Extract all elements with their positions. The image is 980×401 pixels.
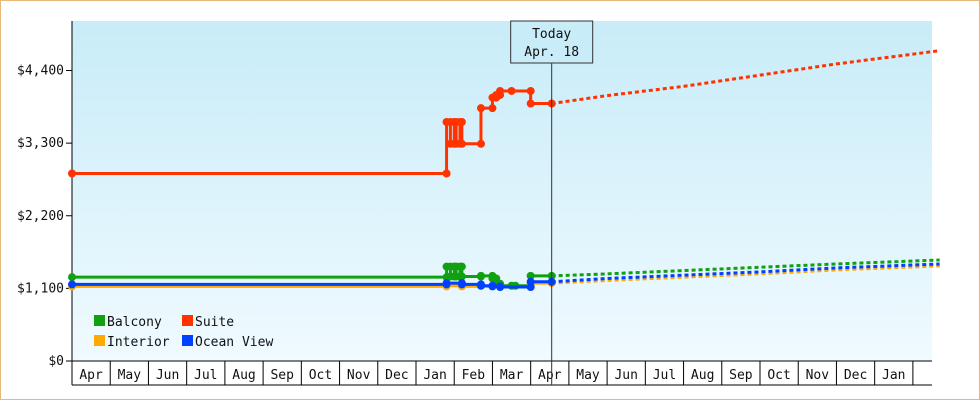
data-point: [476, 139, 485, 148]
legend-label: Interior: [107, 335, 170, 350]
forecast-line-ocean-view: [551, 262, 940, 284]
y-tick-label: $4,400: [17, 64, 64, 79]
x-tick-label: Mar: [500, 368, 524, 383]
x-tick-label: Oct: [309, 368, 332, 383]
x-tick-label: Nov: [806, 368, 830, 383]
x-tick-label: Aug: [691, 368, 714, 383]
data-point: [457, 262, 466, 271]
legend: Balcony Suite Interior Ocean View: [94, 315, 273, 350]
legend-swatch: [94, 335, 105, 346]
y-tick-label: $2,200: [17, 209, 64, 224]
data-point: [68, 169, 76, 178]
x-tick-label: Apr: [538, 368, 562, 383]
x-tick-label: Feb: [462, 368, 486, 383]
x-tick-label: Dec: [385, 368, 408, 383]
data-point: [457, 139, 466, 148]
x-tick-label: Jul: [194, 368, 217, 383]
data-point: [496, 283, 505, 292]
forecast-line-balcony: [551, 258, 940, 278]
data-point: [457, 272, 466, 281]
data-point: [476, 281, 485, 290]
data-point: [476, 271, 485, 280]
x-tick-label: Sep: [729, 368, 753, 383]
x-axis: Apr May Jun Jul Aug Sep Oct Nov Dec Jan Feb Mar Apr M…: [71, 360, 932, 386]
x-tick-label: Jun: [156, 368, 179, 383]
y-axis-ticks: $0 $1,100 $2,200 $3,300 $4,400: [17, 21, 73, 369]
y-tick-label: $0: [48, 354, 64, 369]
data-point: [526, 99, 535, 108]
plot-background: [72, 21, 932, 361]
today-date-label: Apr. 18: [524, 45, 579, 60]
x-tick-label: Apr: [79, 368, 103, 383]
legend-label: Ocean View: [195, 335, 273, 350]
data-point: [526, 86, 535, 95]
today-label: Today: [532, 27, 571, 42]
data-point: [442, 279, 451, 288]
x-tick-label: Dec: [844, 368, 867, 383]
legend-swatch: [94, 315, 105, 326]
x-tick-label: Jul: [653, 368, 676, 383]
today-box: [510, 20, 594, 64]
today-marker: Today Apr. 18: [510, 20, 594, 385]
data-point: [68, 280, 76, 289]
data-point: [507, 86, 516, 95]
data-point: [496, 86, 505, 95]
legend-label: Suite: [195, 315, 234, 330]
data-point: [526, 277, 535, 286]
legend-label: Balcony: [107, 315, 162, 330]
data-point: [488, 104, 497, 113]
x-tick-label: Aug: [232, 368, 255, 383]
legend-swatch: [182, 315, 193, 326]
legend-swatch: [182, 335, 193, 346]
y-tick-label: $1,100: [17, 281, 64, 296]
data-point: [457, 118, 466, 127]
forecast-line-suite: [551, 49, 940, 106]
x-tick-label: Jan: [423, 368, 446, 383]
data-point: [488, 282, 497, 291]
forecast-line-interior: [551, 264, 940, 285]
x-tick-label: Jan: [882, 368, 905, 383]
series-layer: [68, 49, 940, 292]
x-tick-label: Sep: [270, 368, 294, 383]
x-tick-label: Oct: [767, 368, 790, 383]
data-point: [526, 271, 535, 280]
x-tick-label: Nov: [347, 368, 371, 383]
data-point: [476, 104, 485, 113]
data-point: [457, 280, 466, 289]
y-tick-label: $3,300: [17, 136, 64, 151]
x-tick-label: May: [576, 368, 600, 383]
x-tick-label: Jun: [614, 368, 637, 383]
data-point: [442, 169, 451, 178]
x-tick-label: May: [118, 368, 142, 383]
data-point: [68, 273, 76, 282]
